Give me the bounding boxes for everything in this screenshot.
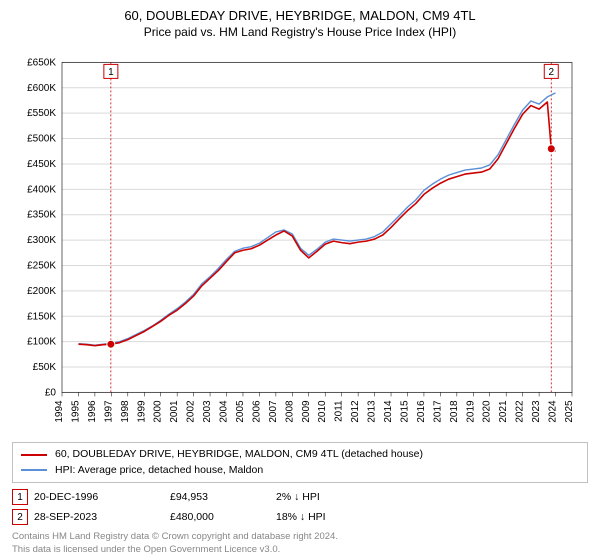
svg-text:£500K: £500K [27, 134, 56, 145]
txn-date-1: 28-SEP-2023 [34, 511, 164, 523]
svg-text:2015: 2015 [399, 400, 410, 423]
svg-text:2017: 2017 [432, 400, 443, 423]
footer: Contains HM Land Registry data © Crown c… [12, 531, 588, 556]
txn-price-1: £480,000 [170, 511, 270, 523]
svg-text:2005: 2005 [235, 400, 246, 423]
svg-text:£50K: £50K [33, 362, 57, 373]
legend-row-1: HPI: Average price, detached house, Mald… [21, 463, 579, 479]
svg-text:£100K: £100K [27, 337, 56, 348]
svg-text:2002: 2002 [186, 400, 197, 423]
svg-text:2001: 2001 [169, 400, 180, 423]
svg-text:2: 2 [548, 67, 554, 78]
title-line2: Price paid vs. HM Land Registry's House … [12, 25, 588, 39]
svg-text:2023: 2023 [531, 400, 542, 423]
svg-text:2007: 2007 [268, 400, 279, 423]
svg-text:1: 1 [108, 67, 114, 78]
svg-text:£550K: £550K [27, 108, 56, 119]
svg-text:2011: 2011 [334, 400, 345, 422]
svg-text:£200K: £200K [27, 286, 56, 297]
svg-text:2003: 2003 [202, 400, 213, 423]
svg-text:2004: 2004 [219, 400, 230, 423]
footer-line2: This data is licensed under the Open Gov… [12, 544, 588, 556]
txn-price-0: £94,953 [170, 491, 270, 503]
svg-text:2008: 2008 [284, 400, 295, 423]
svg-text:2014: 2014 [383, 400, 394, 423]
price-chart: £0 £50K £100K £150K £200K £250K £300K £350K £400… [12, 45, 588, 438]
svg-text:2012: 2012 [350, 400, 361, 423]
txn-marker-0: 1 [12, 489, 28, 505]
title-line1: 60, DOUBLEDAY DRIVE, HEYBRIDGE, MALDON, … [12, 8, 588, 23]
svg-text:2020: 2020 [482, 400, 493, 423]
chart-titles: 60, DOUBLEDAY DRIVE, HEYBRIDGE, MALDON, … [12, 8, 588, 39]
svg-text:£650K: £650K [27, 57, 56, 68]
svg-text:2006: 2006 [251, 400, 262, 423]
transaction-row-1: 2 28-SEP-2023 £480,000 18% ↓ HPI [12, 509, 588, 525]
legend-swatch-1 [21, 469, 47, 471]
svg-text:2021: 2021 [498, 400, 509, 423]
txn-date-0: 20-DEC-1996 [34, 491, 164, 503]
svg-text:£600K: £600K [27, 83, 56, 94]
svg-text:1997: 1997 [103, 400, 114, 423]
svg-text:2016: 2016 [416, 400, 427, 423]
svg-text:1998: 1998 [120, 400, 131, 423]
txn-pct-1: 18% ↓ HPI [276, 511, 356, 523]
legend-swatch-0 [21, 454, 47, 456]
legend-label-0: 60, DOUBLEDAY DRIVE, HEYBRIDGE, MALDON, … [55, 447, 423, 463]
svg-text:£350K: £350K [27, 210, 56, 221]
svg-text:2025: 2025 [564, 400, 575, 423]
svg-text:2009: 2009 [301, 400, 312, 423]
svg-text:2013: 2013 [367, 400, 378, 423]
svg-text:£150K: £150K [27, 311, 56, 322]
legend: 60, DOUBLEDAY DRIVE, HEYBRIDGE, MALDON, … [12, 442, 588, 484]
svg-text:2018: 2018 [449, 400, 460, 423]
svg-text:1994: 1994 [54, 400, 65, 423]
svg-text:£400K: £400K [27, 184, 56, 195]
legend-row-0: 60, DOUBLEDAY DRIVE, HEYBRIDGE, MALDON, … [21, 447, 579, 463]
svg-text:£450K: £450K [27, 159, 56, 170]
svg-text:1995: 1995 [70, 400, 81, 423]
svg-text:1996: 1996 [87, 400, 98, 423]
chart-area: £0 £50K £100K £150K £200K £250K £300K £350K £400… [12, 45, 588, 438]
svg-text:2022: 2022 [515, 400, 526, 423]
svg-text:£250K: £250K [27, 260, 56, 271]
svg-text:2010: 2010 [317, 400, 328, 423]
transaction-table: 1 20-DEC-1996 £94,953 2% ↓ HPI 2 28-SEP-… [12, 489, 588, 529]
svg-text:£0: £0 [45, 387, 57, 398]
svg-text:£300K: £300K [27, 235, 56, 246]
footer-line1: Contains HM Land Registry data © Crown c… [12, 531, 588, 543]
legend-label-1: HPI: Average price, detached house, Mald… [55, 463, 263, 479]
svg-text:2019: 2019 [465, 400, 476, 423]
txn-pct-0: 2% ↓ HPI [276, 491, 356, 503]
transaction-row-0: 1 20-DEC-1996 £94,953 2% ↓ HPI [12, 489, 588, 505]
txn-marker-1: 2 [12, 509, 28, 525]
svg-text:2024: 2024 [548, 400, 559, 423]
svg-text:2000: 2000 [153, 400, 164, 423]
svg-text:1999: 1999 [136, 400, 147, 423]
